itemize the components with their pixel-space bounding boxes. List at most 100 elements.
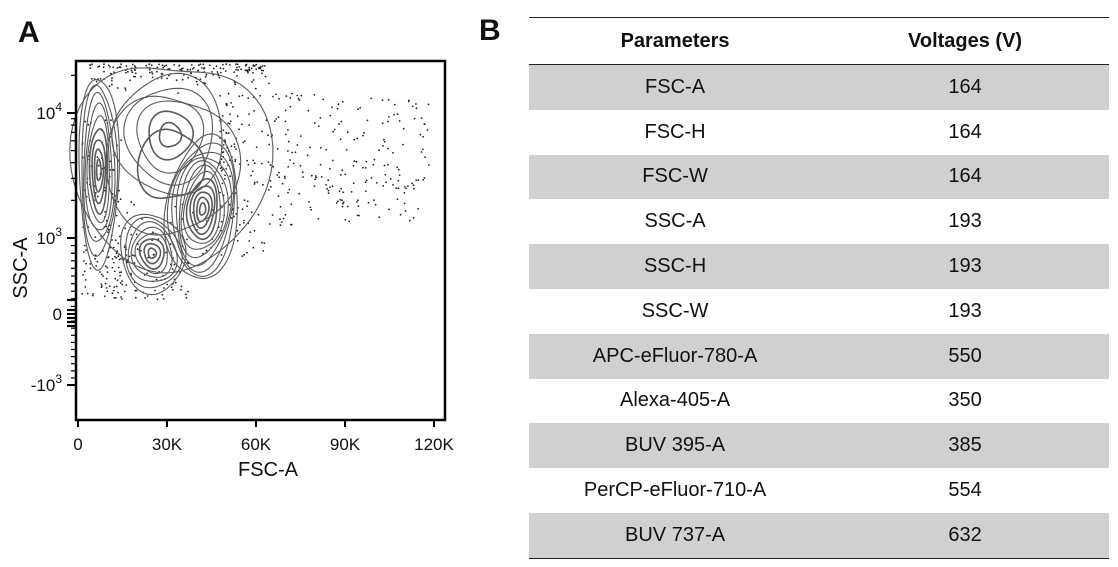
event-dot — [181, 78, 184, 81]
contour-line — [196, 196, 210, 223]
event-dot — [106, 290, 109, 293]
event-dot — [253, 229, 256, 232]
event-dot — [171, 268, 174, 270]
contour-line — [138, 238, 165, 270]
event-dot — [125, 71, 127, 74]
event-dot — [422, 135, 424, 138]
event-dot — [238, 128, 241, 131]
event-dot — [258, 67, 260, 70]
event-dot — [107, 231, 109, 234]
event-dot — [248, 124, 251, 126]
event-dot — [356, 214, 359, 217]
event-dot — [140, 249, 142, 252]
event-dot — [130, 233, 133, 236]
event-dot — [106, 271, 109, 273]
event-dot — [284, 177, 286, 180]
event-dot — [112, 246, 115, 249]
event-dot — [243, 219, 245, 222]
event-dot — [100, 283, 103, 286]
event-dot — [382, 185, 385, 187]
event-dot — [370, 97, 373, 100]
event-dot — [338, 190, 341, 193]
event-dot — [314, 178, 316, 181]
event-dot — [313, 94, 316, 96]
event-dot — [180, 285, 183, 288]
contour-line — [136, 100, 205, 174]
event-dot — [243, 253, 246, 256]
event-dot — [250, 67, 253, 70]
voltage-cell: 632 — [821, 512, 1109, 559]
event-dot — [235, 213, 238, 215]
event-dot — [241, 208, 244, 211]
event-dot — [396, 113, 399, 116]
event-dot — [218, 76, 221, 79]
event-dot — [276, 174, 279, 176]
event-dot — [104, 119, 107, 122]
event-dot — [212, 67, 215, 70]
event-dot — [163, 287, 165, 289]
event-dot — [128, 255, 131, 258]
event-dot — [234, 83, 237, 86]
event-dot — [344, 219, 347, 221]
event-dot — [132, 75, 135, 78]
event-dot — [135, 289, 138, 292]
event-dot — [420, 151, 423, 153]
event-dot — [397, 168, 400, 171]
event-dot — [283, 175, 286, 178]
event-dot — [120, 257, 122, 260]
x-tick-label: 120K — [414, 435, 454, 454]
x-tick-label: 60K — [241, 435, 272, 454]
event-dot — [205, 249, 208, 252]
event-dot — [119, 282, 122, 284]
event-dot — [89, 64, 92, 66]
event-dot — [117, 242, 120, 245]
event-dot — [270, 186, 272, 188]
event-dot — [178, 65, 181, 67]
event-dot — [116, 279, 119, 282]
event-dot — [156, 70, 158, 73]
event-dot — [117, 200, 120, 203]
event-dot — [130, 69, 133, 72]
event-dot — [325, 184, 327, 186]
event-dot — [245, 69, 247, 72]
event-dot — [403, 192, 406, 194]
event-dot — [333, 128, 336, 131]
event-dot — [340, 120, 343, 123]
event-dot — [152, 231, 154, 234]
event-dot — [222, 63, 224, 66]
event-dot — [317, 218, 320, 220]
event-dot — [241, 255, 244, 257]
event-dot — [102, 275, 104, 277]
event-dot — [392, 184, 394, 186]
event-dot — [193, 66, 195, 69]
event-dot — [121, 280, 123, 282]
event-dot — [413, 117, 416, 120]
event-dot — [84, 286, 87, 288]
event-dot — [268, 143, 271, 146]
event-dot — [202, 63, 205, 66]
event-dot — [402, 143, 404, 146]
event-dot — [151, 76, 154, 79]
event-dot — [329, 167, 331, 170]
event-dot — [422, 148, 424, 151]
event-dot — [134, 296, 137, 299]
event-dot — [269, 164, 272, 166]
event-dot — [279, 205, 282, 208]
event-dot — [84, 279, 87, 281]
contour-line — [158, 121, 183, 148]
event-dot — [260, 162, 263, 165]
column-header-parameters: Parameters — [529, 17, 822, 65]
event-dot — [340, 187, 342, 190]
event-dot — [124, 89, 127, 91]
event-dot — [422, 178, 425, 181]
event-dot — [309, 146, 312, 149]
event-dot — [153, 253, 155, 256]
event-dot — [119, 198, 122, 201]
event-dot — [292, 162, 295, 165]
event-dot — [301, 171, 304, 174]
event-dot — [94, 257, 96, 260]
y-tick-label: 0 — [53, 305, 62, 324]
event-dot — [407, 185, 409, 188]
event-dot — [151, 71, 153, 73]
event-dot — [242, 222, 245, 224]
